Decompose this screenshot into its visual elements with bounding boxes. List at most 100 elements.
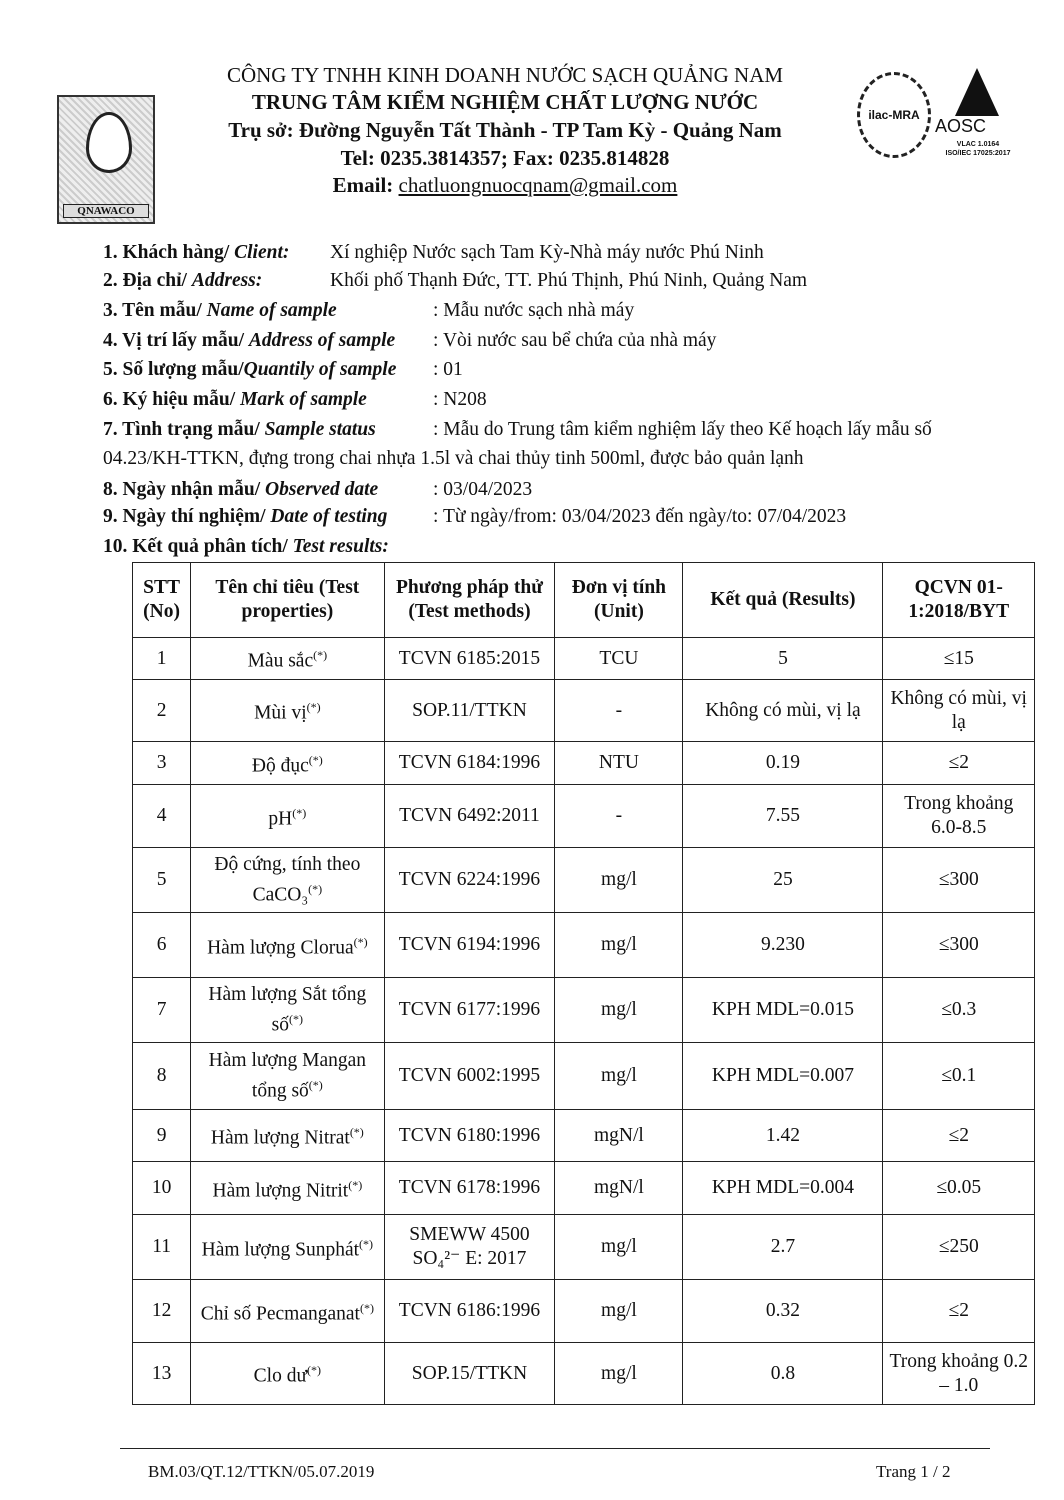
table-cell: 8 <box>131 1042 192 1110</box>
table-cell: 3 <box>131 741 192 785</box>
table-cell: TCVN 6185:2015 <box>383 637 556 680</box>
column-header: Kết quả (Results) <box>682 562 884 638</box>
email-line: Email: chatluongnuocqnam@gmail.com <box>332 173 678 197</box>
table-cell: pH(*) <box>190 784 385 848</box>
table-cell: mg/l <box>554 1042 684 1110</box>
table-cell: - <box>554 679 684 742</box>
accredited-mark: (*) <box>306 700 321 715</box>
info-value-cont: 04.23/KH-TTKN, đựng trong chai nhựa 1.5l… <box>103 448 804 469</box>
table-cell: ≤0.05 <box>882 1161 1035 1215</box>
table-cell: ≤0.1 <box>882 1042 1035 1110</box>
qnawaco-logo: QNAWACO <box>57 95 155 224</box>
table-cell: 4 <box>131 784 192 848</box>
table-cell: Hàm lượng Sắt tổng số(*) <box>190 977 385 1043</box>
info-value: : Mẫu do Trung tâm kiểm nghiệm lấy theo … <box>433 419 932 440</box>
accredited-mark: (*) <box>308 1077 323 1092</box>
table-row: 3 Độ đục(*) TCVN 6184:1996 NTU 0.19 ≤2 <box>131 741 1035 785</box>
table-cell: Chỉ số Pecmanganat(*) <box>190 1279 385 1343</box>
info-value: : Từ ngày/from: 03/04/2023 đến ngày/to: … <box>433 506 847 527</box>
table-cell: ≤250 <box>882 1214 1035 1280</box>
info-line: 7. Tình trạng mẫu/ Sample status <box>103 419 376 440</box>
table-cell: mg/l <box>554 912 684 978</box>
table-row: 5 Độ cứng, tính theo CaCO₃(*) TCVN 6224:19… <box>131 847 1035 913</box>
table-cell: ≤15 <box>882 637 1035 680</box>
table-cell: Hàm lượng Sunphát(*) <box>190 1214 385 1280</box>
table-cell: mg/l <box>554 1214 684 1280</box>
table-row: 12 Chỉ số Pecmanganat(*) TCVN 6186:1996 mg/… <box>131 1279 1035 1343</box>
table-cell: ≤2 <box>882 741 1035 785</box>
column-header: STT (No) <box>131 562 192 638</box>
results-table: STT (No) Tên chỉ tiêu (Test properties) Ph… <box>131 562 1035 1405</box>
table-row: 9 Hàm lượng Nitrat(*) TCVN 6180:1996 mgN/l 1… <box>131 1109 1035 1162</box>
table-cell: Clo dư(*) <box>190 1342 385 1405</box>
table-cell: TCVN 6194:1996 <box>383 912 556 978</box>
column-header: Phương pháp thử (Test methods) <box>383 562 556 638</box>
column-header: Tên chỉ tiêu (Test properties) <box>190 562 385 638</box>
info-line: 5. Số lượng mẫu/Quantily of sample <box>103 359 397 380</box>
table-cell: TCVN 6002:1995 <box>383 1042 556 1110</box>
table-cell: Hàm lượng Mangan tổng số(*) <box>190 1042 385 1110</box>
info-line: 4. Vị trí lấy mẫu/ Address of sample <box>103 330 396 351</box>
info-line: 8. Ngày nhận mẫu/ Observed date <box>103 479 379 500</box>
table-row: 2 Mùi vị(*) SOP.11/TTKN - Không có mùi, vị l… <box>131 679 1035 742</box>
table-cell: mg/l <box>554 1279 684 1343</box>
table-cell: TCU <box>554 637 684 680</box>
table-cell: 0.19 <box>682 741 884 785</box>
table-row: 8 Hàm lượng Mangan tổng số(*) TCVN 6002:19… <box>131 1042 1035 1110</box>
info-line: 6. Ký hiệu mẫu/ Mark of sample <box>103 389 367 410</box>
table-cell: SOP.11/TTKN <box>383 679 556 742</box>
table-cell: 9 <box>131 1109 192 1162</box>
table-cell: 25 <box>682 847 884 913</box>
table-cell: Màu sắc(*) <box>190 637 385 680</box>
table-cell: 0.8 <box>682 1342 884 1405</box>
table-cell: ≤300 <box>882 847 1035 913</box>
table-cell: 0.32 <box>682 1279 884 1343</box>
accredited-mark: (*) <box>313 648 328 663</box>
table-row: 10 Hàm lượng Nitrit(*) TCVN 6178:1996 mgN/l… <box>131 1161 1035 1215</box>
table-cell: TCVN 6186:1996 <box>383 1279 556 1343</box>
accredited-mark: (*) <box>359 1236 374 1251</box>
info-value: : 03/04/2023 <box>433 479 533 500</box>
accredited-mark: (*) <box>307 1363 322 1378</box>
table-cell: TCVN 6492:2011 <box>383 784 556 848</box>
table-cell: ≤2 <box>882 1109 1035 1162</box>
email-link[interactable]: chatluongnuocqnam@gmail.com <box>398 173 678 197</box>
table-cell: Không có mùi, vị lạ <box>882 679 1035 742</box>
table-cell: Hàm lượng Clorua(*) <box>190 912 385 978</box>
table-cell: Độ đục(*) <box>190 741 385 785</box>
accredited-mark: (*) <box>348 1177 363 1192</box>
table-cell: 5 <box>131 847 192 913</box>
table-cell: 10 <box>131 1161 192 1215</box>
table-cell: 6 <box>131 912 192 978</box>
info-line: 3. Tên mẫu/ Name of sample <box>103 300 337 321</box>
table-cell: TCVN 6184:1996 <box>383 741 556 785</box>
form-code: BM.03/QT.12/TTKN/05.07.2019 <box>148 1462 375 1481</box>
table-cell: ≤300 <box>882 912 1035 978</box>
table-cell: Hàm lượng Nitrit(*) <box>190 1161 385 1215</box>
info-value: : Mẫu nước sạch nhà máy <box>433 300 635 321</box>
table-cell: TCVN 6177:1996 <box>383 977 556 1043</box>
table-row: 13 Clo dư(*) SOP.15/TTKN mg/l 0.8 Trong khoản… <box>131 1342 1035 1405</box>
page-number: Trang 1 / 2 <box>876 1462 951 1481</box>
table-cell: - <box>554 784 684 848</box>
table-cell: KPH MDL=0.004 <box>682 1161 884 1215</box>
table-row: 7 Hàm lượng Sắt tổng số(*) TCVN 6177:1996 m… <box>131 977 1035 1043</box>
column-header: QCVN 01-1:2018/BYT <box>882 562 1035 638</box>
accredited-mark: (*) <box>292 805 307 820</box>
table-cell: 2 <box>131 679 192 742</box>
accredited-mark: (*) <box>359 1300 374 1315</box>
accredited-mark: (*) <box>308 752 323 767</box>
table-cell: 7.55 <box>682 784 884 848</box>
info-value: : N208 <box>433 389 487 410</box>
table-cell: TCVN 6180:1996 <box>383 1109 556 1162</box>
table-cell: SMEWW 4500 SO₄²⁻ E: 2017 <box>383 1214 556 1280</box>
info-value: : Vòi nước sau bể chứa của nhà máy <box>433 330 717 351</box>
ilac-mra-logo: ilac-MRA <box>857 72 931 158</box>
table-cell: TCVN 6224:1996 <box>383 847 556 913</box>
table-cell: KPH MDL=0.007 <box>682 1042 884 1110</box>
info-line: 9. Ngày thí nghiệm/ Date of testing <box>103 506 388 527</box>
table-cell: NTU <box>554 741 684 785</box>
center-name: TRUNG TÂM KIỂM NGHIỆM CHẤT LƯỢNG NƯỚC <box>251 90 759 114</box>
aosc-logo: AOSC VLAC 1.0164 ISO/IEC 17025:2017 <box>933 68 1028 168</box>
